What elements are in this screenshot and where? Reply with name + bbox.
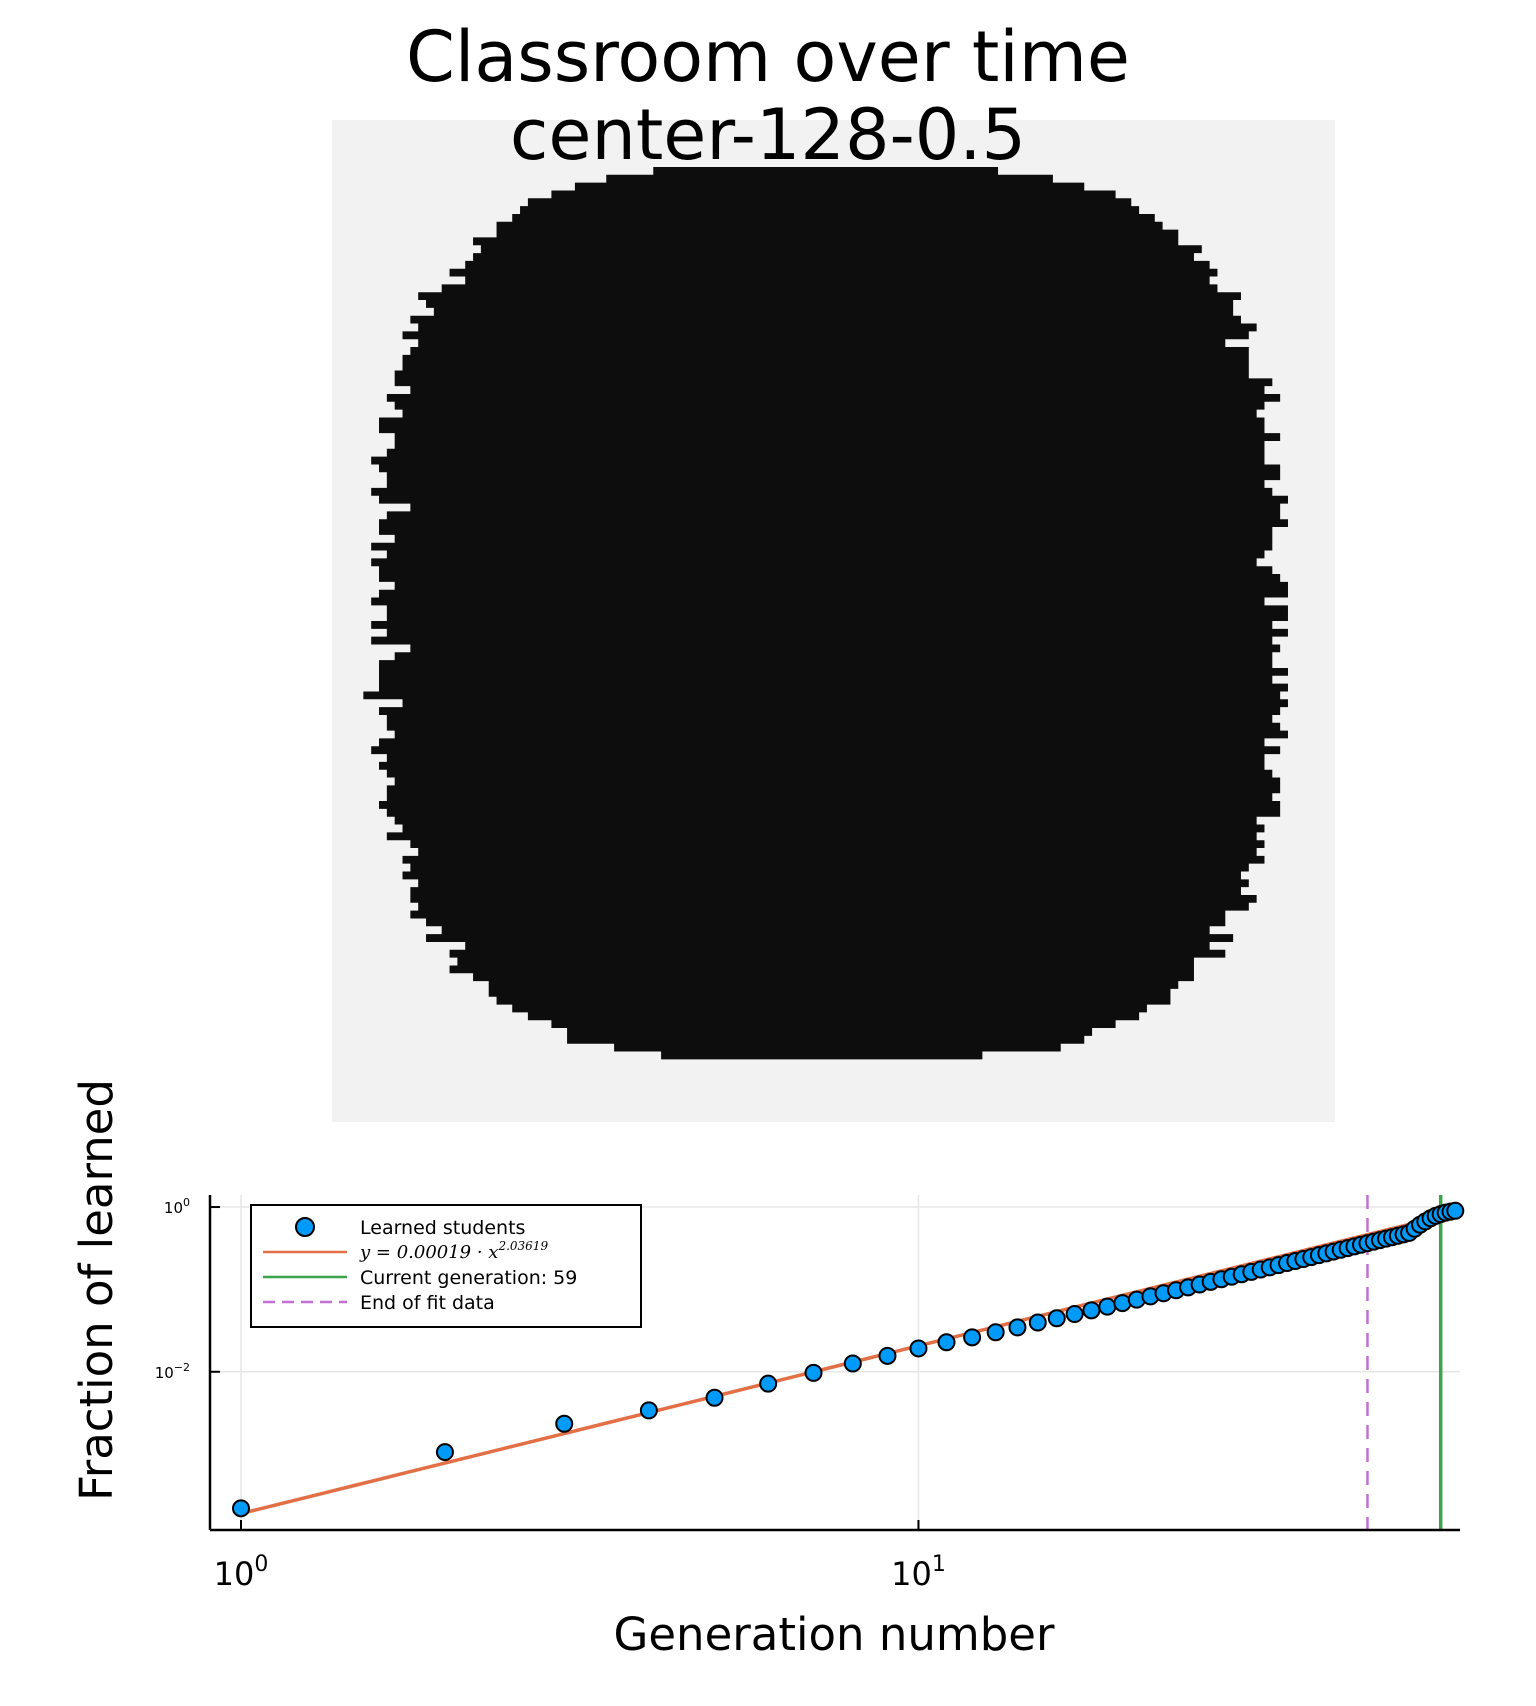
data-point xyxy=(1047,1309,1066,1328)
legend-label-points: Learned students xyxy=(360,1217,525,1239)
data-point xyxy=(1028,1313,1047,1332)
tick-labels: 100 101 100 10−2 xyxy=(155,1196,946,1593)
data-point xyxy=(843,1354,862,1373)
data-point xyxy=(937,1333,956,1352)
legend-marker-points xyxy=(295,1217,315,1237)
learned-region xyxy=(363,166,1288,1060)
y-tick-label: 10−2 xyxy=(155,1361,190,1382)
legend-label-current: Current generation: 59 xyxy=(360,1267,577,1289)
legend-box xyxy=(250,1204,642,1328)
axes xyxy=(208,1195,1460,1532)
data-point xyxy=(1113,1294,1132,1313)
learned-fraction-plot: 100 101 100 10−2 Generation number Fraction… xyxy=(70,1079,1465,1661)
data-point xyxy=(435,1443,454,1462)
data-point xyxy=(1446,1201,1465,1220)
x-tick-label: 100 xyxy=(214,1552,269,1593)
data-point xyxy=(986,1323,1005,1342)
chart-title: Classroom over time xyxy=(406,16,1130,98)
data-point xyxy=(231,1499,250,1518)
data-point xyxy=(909,1339,928,1358)
x-axis-label: Generation number xyxy=(614,1608,1055,1661)
scatter-points xyxy=(231,1201,1465,1518)
data-point xyxy=(878,1346,897,1365)
chart-subtitle: center-128-0.5 xyxy=(509,94,1027,176)
data-point xyxy=(639,1401,658,1420)
y-tick-label: 100 xyxy=(164,1196,190,1217)
data-point xyxy=(804,1363,823,1382)
y-axis-label: Fraction of learned xyxy=(70,1079,123,1501)
data-point xyxy=(759,1374,778,1393)
data-point xyxy=(555,1414,574,1433)
data-point xyxy=(1065,1305,1084,1324)
x-tick-label: 101 xyxy=(891,1552,946,1593)
legend-label-end: End of fit data xyxy=(360,1292,495,1314)
data-point xyxy=(1098,1297,1117,1316)
legend-label-fit: y = 0.00019 · x2.03619 xyxy=(359,1239,548,1263)
classroom-heatmap xyxy=(332,120,1335,1122)
data-point xyxy=(705,1388,724,1407)
data-point xyxy=(1082,1301,1101,1320)
data-point xyxy=(963,1328,982,1347)
data-point xyxy=(1008,1318,1027,1337)
